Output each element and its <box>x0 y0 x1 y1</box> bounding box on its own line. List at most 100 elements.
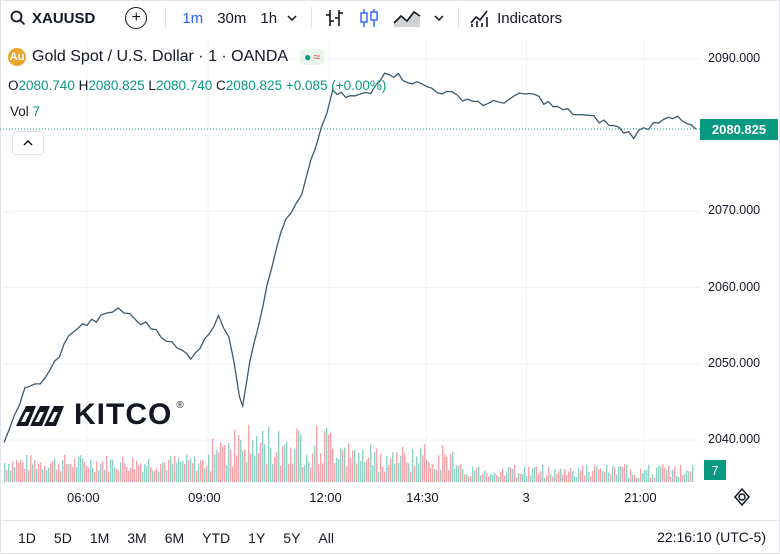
range-1m[interactable]: 1M <box>89 530 110 546</box>
volume-bar <box>216 450 218 482</box>
volume-bar <box>418 463 420 482</box>
volume-bar <box>580 470 582 482</box>
volume-bar <box>250 453 252 482</box>
volume-bar <box>254 455 256 482</box>
volume-bar <box>202 459 204 482</box>
volume-bar <box>260 442 262 482</box>
volume-bar <box>376 448 378 482</box>
range-ytd[interactable]: YTD <box>202 530 231 546</box>
timeframe-1m[interactable]: 1m <box>182 9 204 27</box>
volume-bar <box>82 458 84 482</box>
volume-bar <box>548 466 550 482</box>
volume-bar <box>264 444 266 482</box>
volume-bar <box>298 430 300 482</box>
volume-bar <box>498 476 500 482</box>
volume-bar <box>432 464 434 482</box>
candles-chart-type-icon[interactable] <box>358 0 380 36</box>
volume-bar <box>220 442 222 482</box>
axis-settings-icon[interactable] <box>733 487 751 511</box>
volume-bar <box>48 467 50 482</box>
volume-bar <box>162 462 164 482</box>
volume-bar <box>114 467 116 482</box>
range-5y[interactable]: 5Y <box>283 530 301 546</box>
indicators-button[interactable]: Indicators <box>469 0 562 36</box>
volume-bar <box>280 465 282 482</box>
volume-bar <box>74 458 76 482</box>
compare-add-icon[interactable]: + <box>125 7 148 29</box>
volume-bar <box>192 462 194 482</box>
range-1y[interactable]: 1Y <box>248 530 266 546</box>
collapse-legend-button[interactable] <box>12 131 44 155</box>
volume-bar <box>662 464 664 482</box>
volume-bar <box>596 466 598 482</box>
volume-legend: Vol 7 <box>10 104 40 119</box>
volume-bar <box>180 462 182 482</box>
volume-bar <box>394 463 396 482</box>
symbol-label: XAUUSD <box>32 9 96 27</box>
volume-bar <box>206 466 208 482</box>
volume-bar <box>566 475 568 482</box>
volume-bar <box>656 467 658 482</box>
volume-bar <box>424 444 426 482</box>
volume-bar <box>6 469 8 482</box>
delayed-data-icon: ≈ <box>313 50 320 64</box>
range-5d[interactable]: 5D <box>53 530 72 546</box>
range-6m[interactable]: 6M <box>164 530 185 546</box>
volume-bar <box>462 469 464 482</box>
volume-bar <box>430 467 432 482</box>
volume-bar <box>84 462 86 482</box>
chart-plot[interactable] <box>0 40 700 482</box>
volume-bar <box>190 458 192 482</box>
volume-bar <box>354 449 356 482</box>
volume-bar <box>530 475 532 482</box>
volume-bar <box>660 466 662 482</box>
range-1d[interactable]: 1D <box>18 530 36 546</box>
volume-bar <box>592 470 594 482</box>
timeframe-dropdown-chevron-icon[interactable] <box>287 0 297 36</box>
volume-bar <box>276 452 278 482</box>
volume-bar <box>650 477 652 482</box>
volume-bar <box>490 474 492 482</box>
volume-bar <box>108 471 110 482</box>
timeframe-1h[interactable]: 1h <box>260 9 278 27</box>
volume-bar <box>224 445 226 482</box>
volume-bar <box>130 467 132 482</box>
volume-bar <box>682 475 684 482</box>
symbol-search[interactable]: XAUUSD <box>10 0 95 36</box>
volume-bar <box>8 464 10 482</box>
chart-type-dropdown-chevron-icon[interactable] <box>434 0 444 36</box>
volume-bar <box>72 467 74 482</box>
volume-bar <box>554 469 556 482</box>
range-all[interactable]: All <box>318 530 334 546</box>
volume-bar <box>256 436 258 482</box>
volume-bar <box>540 471 542 482</box>
legend-status-pill[interactable]: ● ≈ <box>300 49 324 65</box>
volume-bar <box>616 474 618 482</box>
volume-bar <box>104 469 106 482</box>
volume-bar <box>664 467 666 482</box>
timeframe-30m[interactable]: 30m <box>217 9 247 27</box>
volume-bar <box>346 466 348 482</box>
volume-bar <box>618 466 620 482</box>
volume-bar <box>242 450 244 482</box>
price-scale[interactable]: 2040.0002050.0002060.0002070.0002080.000… <box>700 40 780 482</box>
range-3m[interactable]: 3M <box>127 530 147 546</box>
volume-bar <box>22 461 24 482</box>
volume-bar <box>648 464 650 482</box>
volume-bar <box>512 469 514 482</box>
chart-legend: Au Gold Spot / U.S. Dollar · 1 · OANDA ●… <box>8 48 324 66</box>
close-value: 2080.825 <box>225 78 283 93</box>
time-axis[interactable]: 06:00 09:00 12:00 14:30 3 21:00 <box>0 482 700 512</box>
bar-chart-type-icon[interactable] <box>324 0 346 36</box>
volume-bar <box>426 459 428 482</box>
time-tick-3: 14:30 <box>406 490 439 505</box>
volume-bar <box>502 469 504 482</box>
volume-bar <box>342 450 344 482</box>
volume-bar <box>562 474 564 482</box>
volume-bar <box>304 465 306 482</box>
volume-bar <box>588 472 590 482</box>
volume-bar <box>286 441 288 482</box>
volume-bar <box>136 460 138 482</box>
volume-bar <box>166 469 168 482</box>
area-chart-type-icon[interactable] <box>392 0 422 36</box>
